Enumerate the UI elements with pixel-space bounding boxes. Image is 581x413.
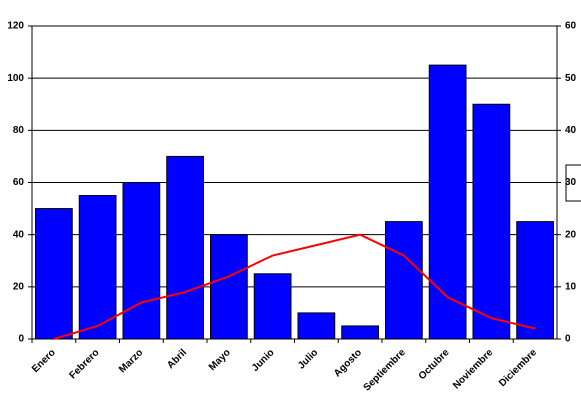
y2-tick-label: 40	[565, 125, 577, 136]
y-tick-label: 120	[7, 21, 24, 32]
y2-tick-label: 20	[565, 229, 577, 240]
x-tick-label: Febrero	[68, 347, 102, 381]
bar	[35, 208, 73, 340]
x-tick-label: Octubre	[417, 347, 452, 382]
y2-tick-label: 10	[565, 281, 577, 292]
y-tick-label: 20	[13, 281, 25, 292]
y-tick-label: 100	[7, 73, 24, 84]
bar	[166, 155, 204, 340]
x-tick-label: Abril	[165, 347, 189, 371]
y-tick-label: 40	[13, 229, 25, 240]
bar	[122, 182, 161, 340]
bar	[385, 221, 423, 340]
y2-tick-label: 60	[565, 21, 577, 32]
bar	[78, 195, 117, 340]
bar	[341, 325, 379, 340]
bar	[210, 234, 248, 340]
bar	[472, 103, 511, 340]
x-tick-label: Septiembre	[362, 347, 409, 394]
legend-box	[565, 164, 581, 202]
y-tick-label: 0	[18, 334, 24, 345]
y-tick-label: 80	[13, 125, 25, 136]
y2-tick-label: 0	[565, 334, 571, 345]
x-tick-label: Mayo	[207, 347, 233, 373]
y2-tick-label: 30	[565, 177, 577, 188]
y2-tick-label: 50	[565, 73, 577, 84]
x-tick-label: Julio	[296, 347, 320, 371]
y-tick-label: 60	[13, 177, 25, 188]
x-tick-label: Diciembre	[497, 347, 539, 389]
bar	[428, 64, 467, 340]
line	[53, 233, 536, 340]
x-tick-label: Agosto	[332, 347, 364, 379]
x-tick-label: Junio	[250, 347, 277, 374]
bar	[297, 312, 336, 340]
x-tick-label: Enero	[30, 347, 58, 375]
x-tick-label: Noviembre	[451, 347, 496, 392]
bar	[253, 273, 292, 340]
x-tick-label: Marzo	[117, 347, 145, 375]
bar	[516, 221, 554, 340]
